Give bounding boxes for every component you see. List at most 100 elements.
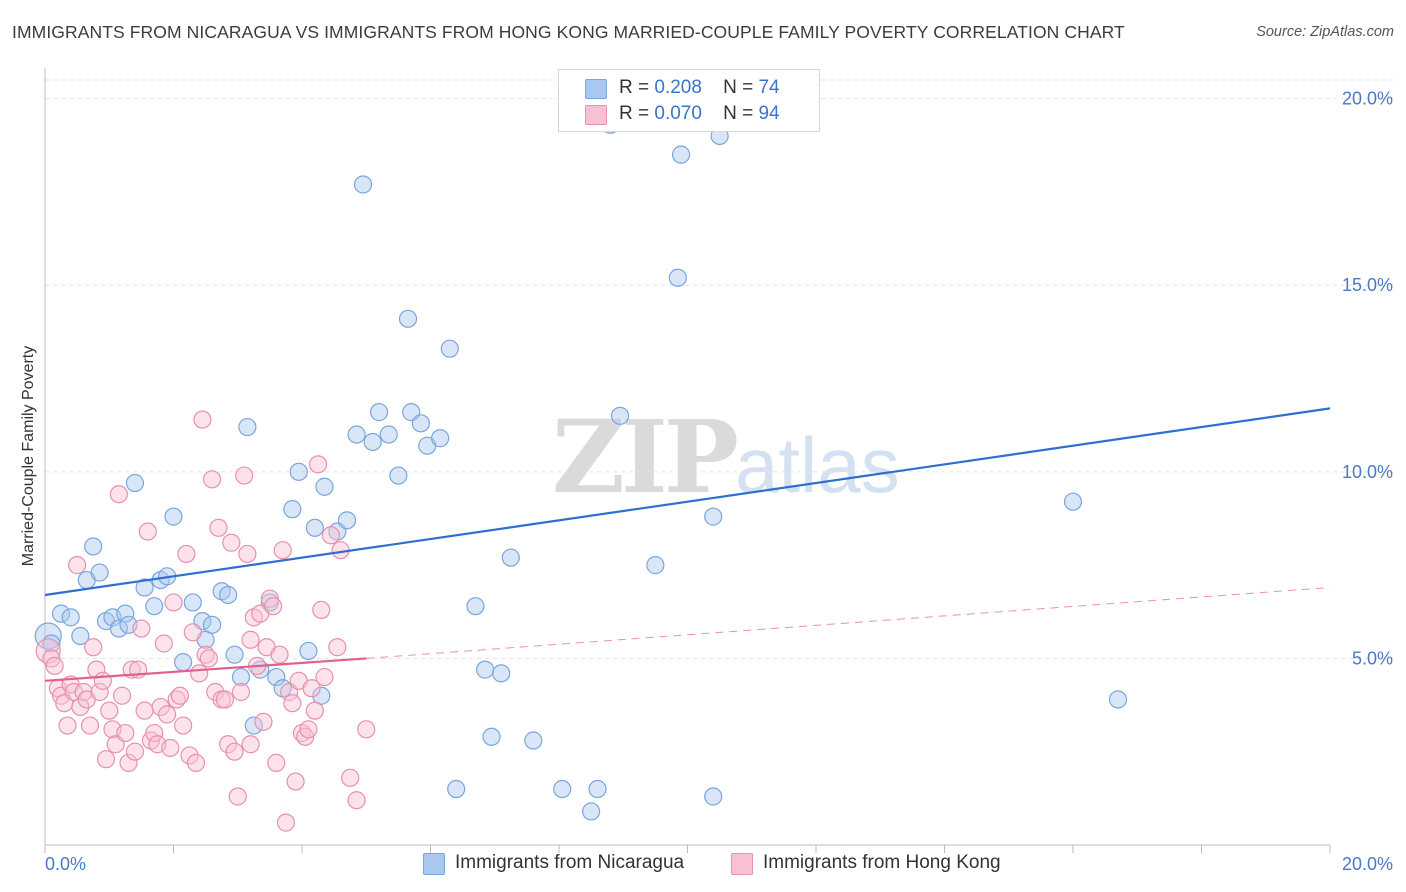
nicaragua-point xyxy=(466,597,485,616)
hongkong-point xyxy=(138,522,157,541)
x-tick-label: 20.0% xyxy=(1342,854,1393,874)
nicaragua-point xyxy=(476,660,495,679)
hongkong-point xyxy=(161,738,180,758)
nicaragua-point xyxy=(219,585,238,605)
n-value-nicaragua: 74 xyxy=(758,77,780,98)
hongkong-point xyxy=(228,787,247,806)
nicaragua-point xyxy=(337,511,357,530)
nicaragua-point xyxy=(90,563,109,582)
nicaragua-point xyxy=(225,645,244,664)
nicaragua-point xyxy=(71,626,90,646)
hongkong-point xyxy=(151,697,170,717)
hongkong-point xyxy=(238,544,257,564)
hongkong-point xyxy=(164,593,183,612)
hongkong-point xyxy=(193,410,212,429)
hongkong-point xyxy=(96,750,116,769)
nicaragua-point xyxy=(610,406,630,425)
chart-title: IMMIGRANTS FROM NICARAGUA VS IMMIGRANTS … xyxy=(12,22,1125,42)
nicaragua-point xyxy=(299,641,318,661)
hongkong-point xyxy=(222,533,241,552)
nicaragua-point xyxy=(704,787,723,806)
hongkong-point xyxy=(90,682,109,702)
hongkong-point xyxy=(305,701,324,720)
nicaragua-point xyxy=(1063,492,1083,511)
hongkong-point xyxy=(241,735,260,754)
hongkong-point xyxy=(263,597,283,616)
nicaragua-point xyxy=(84,537,103,556)
hongkong-point xyxy=(84,638,103,657)
n-value-hongkong: 94 xyxy=(758,103,780,124)
source-label: Source: ZipAtlas.com xyxy=(1256,24,1394,40)
hongkong-point xyxy=(270,645,289,664)
hongkong-point xyxy=(180,746,199,765)
legend-swatch-nicaragua xyxy=(585,79,607,99)
nicaragua-point xyxy=(370,403,389,422)
nicaragua-point xyxy=(347,425,366,444)
nicaragua-point xyxy=(646,556,665,575)
hongkong-point xyxy=(45,656,64,675)
nicaragua-point xyxy=(61,608,80,627)
hongkong-point xyxy=(357,720,376,739)
hongkong-point xyxy=(112,686,132,705)
hongkong-point xyxy=(347,791,366,810)
hongkong-point xyxy=(68,556,87,575)
nicaragua-point xyxy=(116,604,135,623)
hongkong-point xyxy=(283,694,302,713)
nicaragua-point xyxy=(501,548,520,567)
hongkong-point xyxy=(170,686,190,705)
hongkong-point xyxy=(312,600,331,620)
nicaragua-point xyxy=(244,716,263,735)
hongkong-point xyxy=(215,690,234,709)
nicaragua-point xyxy=(440,339,459,358)
nicaragua-point xyxy=(582,802,601,821)
nicaragua-point xyxy=(231,667,251,687)
y-tick-label: 15.0% xyxy=(1342,275,1393,295)
hongkong-point xyxy=(183,623,202,642)
hongkong-point xyxy=(80,716,100,735)
hongkong-point xyxy=(276,813,296,832)
hongkong-point xyxy=(93,671,112,690)
nicaragua-point xyxy=(135,578,154,597)
hongkong-point xyxy=(154,634,173,653)
hongkong-point xyxy=(135,701,154,720)
nicaragua-point xyxy=(183,593,202,612)
nicaragua-point xyxy=(704,507,723,526)
watermark: ZIPatlas xyxy=(552,398,900,516)
hongkong-point xyxy=(225,742,244,761)
nicaragua-point xyxy=(174,653,193,672)
hongkong-point xyxy=(186,753,206,773)
nicaragua-point xyxy=(1108,690,1128,709)
hongkong-point xyxy=(235,466,254,485)
nicaragua-point xyxy=(668,268,687,287)
hongkong-point xyxy=(100,701,119,720)
x-tick-label: 0.0% xyxy=(45,854,86,874)
nicaragua-point xyxy=(238,417,257,437)
nicaragua-point xyxy=(398,309,418,328)
nicaragua-point xyxy=(492,664,511,683)
nicaragua-point xyxy=(125,473,145,493)
bottom-swatch-hongkong xyxy=(731,853,753,875)
hongkong-point xyxy=(190,664,209,683)
hongkong-point xyxy=(209,518,228,537)
nicaragua-point xyxy=(51,604,71,623)
hongkong-point xyxy=(202,470,222,489)
hongkong-point xyxy=(125,742,145,761)
nicaragua-point xyxy=(389,466,408,485)
hongkong-point xyxy=(341,768,360,787)
hongkong-point xyxy=(177,544,196,564)
nicaragua-point xyxy=(353,175,373,194)
nicaragua-point xyxy=(202,615,222,634)
hongkong-point xyxy=(119,753,138,773)
hongkong-point xyxy=(315,667,334,687)
nicaragua-point xyxy=(145,597,164,616)
hongkong-point xyxy=(231,682,251,702)
hongkong-point xyxy=(116,723,135,743)
nicaragua-point xyxy=(431,429,450,448)
nicaragua-point xyxy=(315,477,334,496)
nicaragua-point xyxy=(164,507,183,526)
hongkong-point xyxy=(71,697,90,717)
y-tick-label: 10.0% xyxy=(1342,462,1393,482)
hongkong-point xyxy=(132,619,151,638)
nicaragua-point xyxy=(482,727,501,746)
